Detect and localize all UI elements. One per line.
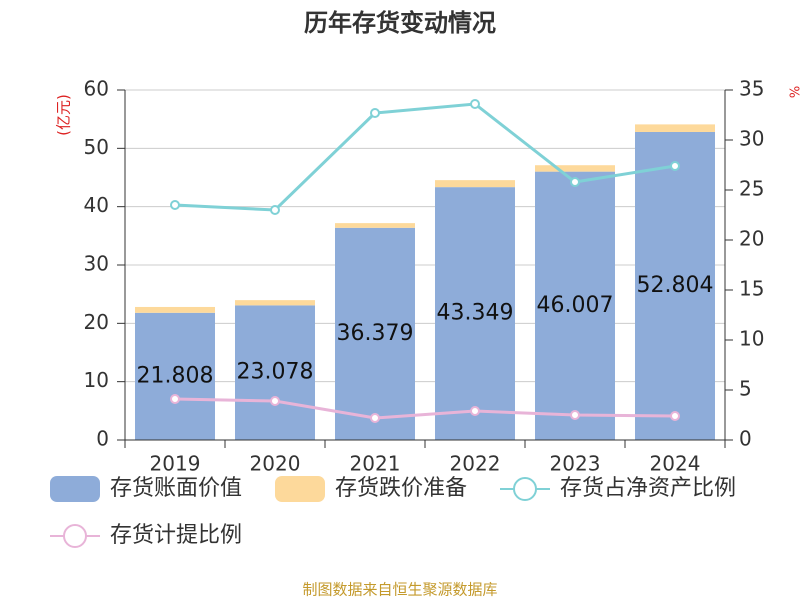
bar (535, 165, 615, 172)
legend-label: 存货计提比例 (110, 523, 242, 548)
x-tick-label: 2022 (450, 452, 501, 476)
line-point (570, 177, 580, 187)
legend-swatch (275, 476, 325, 502)
y-tick-label: 20 (84, 310, 109, 334)
bar (435, 180, 515, 188)
y2-tick-label: 20 (739, 227, 764, 251)
y-tick-label: 50 (84, 135, 109, 159)
line-point (570, 410, 580, 420)
line-point (470, 406, 480, 416)
bar (535, 171, 615, 440)
source-note: 制图数据来自恒生聚源数据库 (302, 581, 497, 599)
legend-label: 存货占净资产比例 (560, 476, 736, 501)
bar (235, 305, 315, 440)
y2-axis-label: % (789, 86, 800, 98)
legend-label: 存货账面价值 (110, 476, 242, 501)
x-tick-label: 2024 (650, 452, 701, 476)
line-point (170, 394, 180, 404)
line (174, 397, 676, 420)
line-point (370, 108, 380, 118)
y2-tick-label: 30 (739, 127, 764, 151)
line-point (470, 99, 480, 109)
y-tick-label: 40 (84, 193, 109, 217)
y-tick-label: 0 (96, 427, 109, 451)
legend-swatch (63, 524, 87, 548)
bar (635, 124, 715, 132)
bar (235, 300, 315, 306)
data-label: 36.379 (337, 321, 414, 346)
line-point (270, 396, 280, 406)
data-label: 21.808 (137, 363, 214, 388)
x-tick-label: 2020 (250, 452, 301, 476)
bar (335, 227, 415, 440)
chart-title: 历年存货变动情况 (304, 9, 496, 37)
x-tick-label: 2019 (150, 452, 201, 476)
legend-swatch (513, 477, 537, 501)
data-label: 23.078 (237, 360, 314, 385)
data-label: 52.804 (637, 273, 714, 298)
data-label: 46.007 (537, 293, 614, 318)
line-point (270, 205, 280, 215)
y-tick-label: 60 (84, 77, 109, 101)
bar (635, 131, 715, 440)
x-tick-label: 2021 (350, 452, 401, 476)
bar (135, 306, 215, 313)
y2-tick-label: 0 (739, 427, 752, 451)
bar (335, 223, 415, 228)
line-point (670, 411, 680, 421)
y2-tick-label: 25 (739, 177, 764, 201)
y-tick-label: 30 (84, 252, 109, 276)
bar (435, 187, 515, 440)
y2-tick-label: 35 (739, 77, 764, 101)
y2-tick-label: 5 (739, 377, 752, 401)
y2-tick-label: 15 (739, 277, 764, 301)
y-axis-label: (亿元) (55, 94, 73, 136)
line-point (170, 200, 180, 210)
legend-label: 存货跌价准备 (335, 476, 467, 501)
legend-swatch (50, 476, 100, 502)
line-point (370, 413, 380, 423)
line-point (670, 161, 680, 171)
x-tick-label: 2023 (550, 452, 601, 476)
y-tick-label: 10 (84, 368, 109, 392)
data-label: 43.349 (437, 301, 514, 326)
line (174, 102, 676, 212)
y2-tick-label: 10 (739, 327, 764, 351)
bar (135, 312, 215, 440)
